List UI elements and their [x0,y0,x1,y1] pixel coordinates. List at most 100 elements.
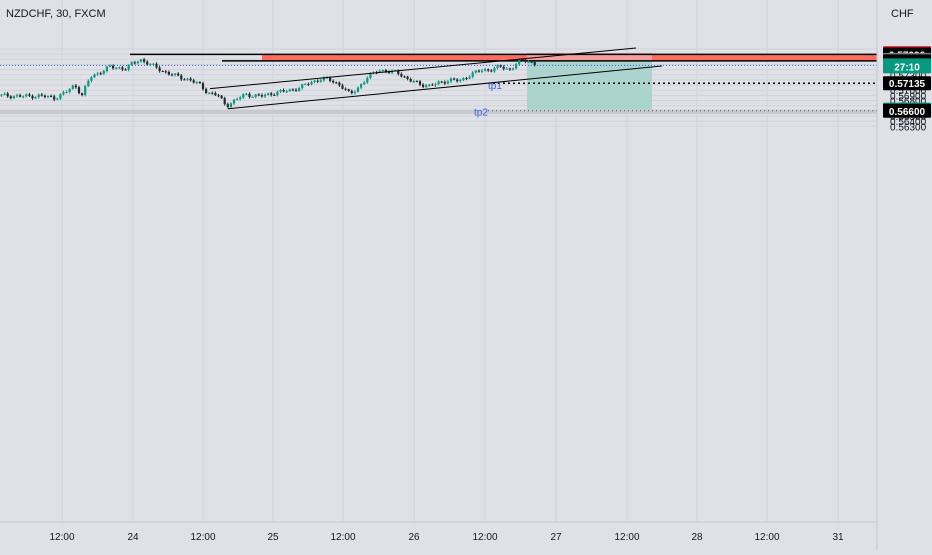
candle-bull [449,78,453,82]
candle-bull [105,66,108,71]
candle-bull [288,89,291,92]
candle-bull [518,59,521,65]
candle-bull [195,82,198,84]
candle-bear [477,70,480,72]
candle-bull [496,65,499,69]
candle-bull [263,94,267,97]
candle-bull [267,93,270,95]
candle-bull [90,77,93,81]
candle-bear [143,59,146,62]
candle-bull [108,65,112,67]
candle-bull [285,91,288,93]
candle-bear [248,93,251,97]
candle-bear [192,80,195,83]
x-tick-label: 12:00 [330,532,355,543]
candle-bear [307,84,310,86]
demand-zone [0,109,877,114]
candle-bear [270,93,273,95]
candle-bull [353,91,356,94]
candle-bear [158,67,161,72]
x-tick-label: 25 [267,532,279,543]
candle-bull [186,78,189,80]
candle-bear [338,82,341,86]
candle-bull [310,81,313,85]
candle-bear [406,76,409,80]
candle-bull [62,92,65,95]
candle-bear [260,95,263,97]
candle-bull [12,96,15,99]
candle-bear [409,79,412,82]
candle-bull [446,81,449,84]
candle-bull [369,73,372,78]
symbol-label[interactable]: NZDCHF, 30, FXCM [6,8,106,20]
x-tick-label: 12:00 [614,532,639,543]
candle-bull [459,80,462,82]
candle-bull [149,64,152,66]
candle-bear [214,93,217,96]
channel-layer [209,47,663,110]
candle-bull [22,96,25,98]
candle-bull [127,64,130,70]
candle-bear [329,77,332,81]
candle-bull [505,68,508,70]
candle-bull [428,84,431,86]
candle-bear [530,61,533,63]
candle-bull [68,89,71,92]
price-tag-label: 0.57135 [889,79,926,90]
candle-bull [152,63,155,65]
candle-bull [232,99,236,104]
candle-bull [360,84,363,88]
candle-bull [366,77,369,83]
candle-bear [183,79,186,81]
candle-bear [332,80,335,83]
candle-bull [511,68,515,70]
candle-bull [304,84,307,86]
price-tag: 0.56600 [883,103,931,118]
candle-bear [81,93,84,95]
candle-bear [257,94,260,96]
candle-bear [53,96,56,100]
candle-bear [418,81,422,85]
candle-bull [71,85,74,90]
candle-bear [9,96,12,99]
candle-bear [211,92,214,94]
candle-bull [96,73,99,75]
candle-bear [521,59,524,61]
candle-bear [384,70,387,73]
candle-bear [28,94,31,96]
candle-bear [499,65,502,67]
time-axis[interactable]: 12:00 24 12:00 25 12:00 26 12:00 27 12:00 28 12:00… [49,532,844,543]
candle-bear [220,95,223,99]
x-tick-label: 24 [127,532,139,543]
price-tag: 0.57135 [883,76,931,91]
candle-bull [65,91,68,93]
candle-bull [471,72,474,77]
candle-bear [167,72,170,75]
candle-bear [217,95,220,97]
candle-bear [223,98,226,105]
candle-bull [254,94,257,97]
candle-bear [161,71,164,73]
candle-bear [205,89,208,93]
candle-bear [124,69,127,71]
price-tag-label: 27:10 [894,62,920,73]
x-tick-label: 26 [408,532,420,543]
candle-bull [34,97,37,99]
price-tag-label: 0.56600 [889,107,926,118]
candle-bear [112,65,115,69]
x-tick-label: 31 [832,532,844,543]
candle-bear [170,74,174,76]
candle-bear [341,85,344,89]
annotations-layer: tp1 tp2 [474,81,502,118]
candle-bull [493,68,496,72]
candle-bull [208,92,211,94]
candle-bear [164,71,167,73]
candle-bull [174,73,177,75]
tp2-label: tp2 [474,107,488,118]
candle-bear [508,68,511,70]
candle-bear [273,94,276,96]
candle-bear [189,78,192,81]
candle-bear [40,94,43,96]
